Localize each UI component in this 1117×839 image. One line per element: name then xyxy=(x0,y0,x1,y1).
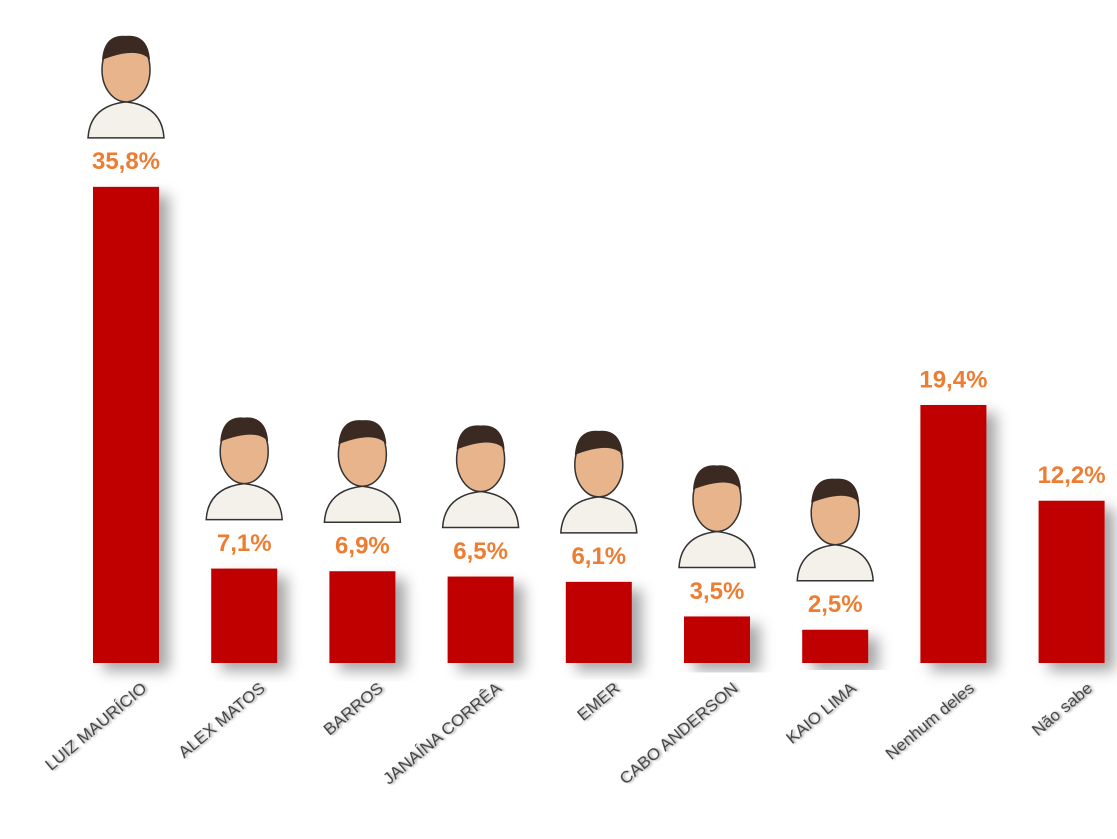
bar xyxy=(448,577,514,663)
x-tick-label: Nenhum deles xyxy=(882,679,978,764)
value-label: 6,5% xyxy=(453,538,508,565)
bar xyxy=(211,569,277,663)
value-label: 6,1% xyxy=(571,543,626,570)
value-label: 7,1% xyxy=(217,530,272,557)
portrait xyxy=(561,431,637,533)
portrait-shirt xyxy=(324,486,400,522)
bar xyxy=(920,405,986,663)
portrait xyxy=(88,36,164,138)
portrait xyxy=(797,479,873,581)
bar xyxy=(1039,501,1105,663)
x-tick-label: JANAÍNA CORRÊA xyxy=(379,678,505,788)
portrait-shirt xyxy=(561,497,637,533)
bar xyxy=(93,187,159,663)
x-tick-label: EMER xyxy=(574,679,624,725)
x-tick-label: Não sabe xyxy=(1028,679,1096,740)
bar xyxy=(684,616,750,663)
value-label: 2,5% xyxy=(808,591,863,618)
portrait-shirt xyxy=(88,102,164,138)
value-label: 3,5% xyxy=(690,578,745,605)
portrait xyxy=(679,465,755,567)
x-tick-label: CABO ANDERSON xyxy=(616,679,742,789)
portrait-shirt xyxy=(797,545,873,581)
bar xyxy=(329,571,395,663)
x-tick-label: LUIZ MAURÍCIO xyxy=(41,679,150,775)
value-label: 6,9% xyxy=(335,533,390,560)
portrait-shirt xyxy=(443,492,519,528)
portrait xyxy=(443,425,519,527)
x-tick-label: KAIO LIMA xyxy=(782,678,860,748)
x-tick-label: ALEX MATOS xyxy=(175,679,269,762)
chart: 35,8% LUIZ MAURÍCIO 7,1% ALEX MATOS 6,9% BARR… xyxy=(0,0,1117,839)
x-tick-label: BARROS xyxy=(320,679,387,740)
portrait xyxy=(324,420,400,522)
bar xyxy=(802,630,868,663)
bar xyxy=(566,582,632,663)
value-label: 35,8% xyxy=(92,148,160,175)
portrait-shirt xyxy=(206,484,282,520)
value-label: 19,4% xyxy=(919,366,987,393)
portrait-shirt xyxy=(679,531,755,567)
portrait xyxy=(206,417,282,519)
value-label: 12,2% xyxy=(1038,462,1106,489)
